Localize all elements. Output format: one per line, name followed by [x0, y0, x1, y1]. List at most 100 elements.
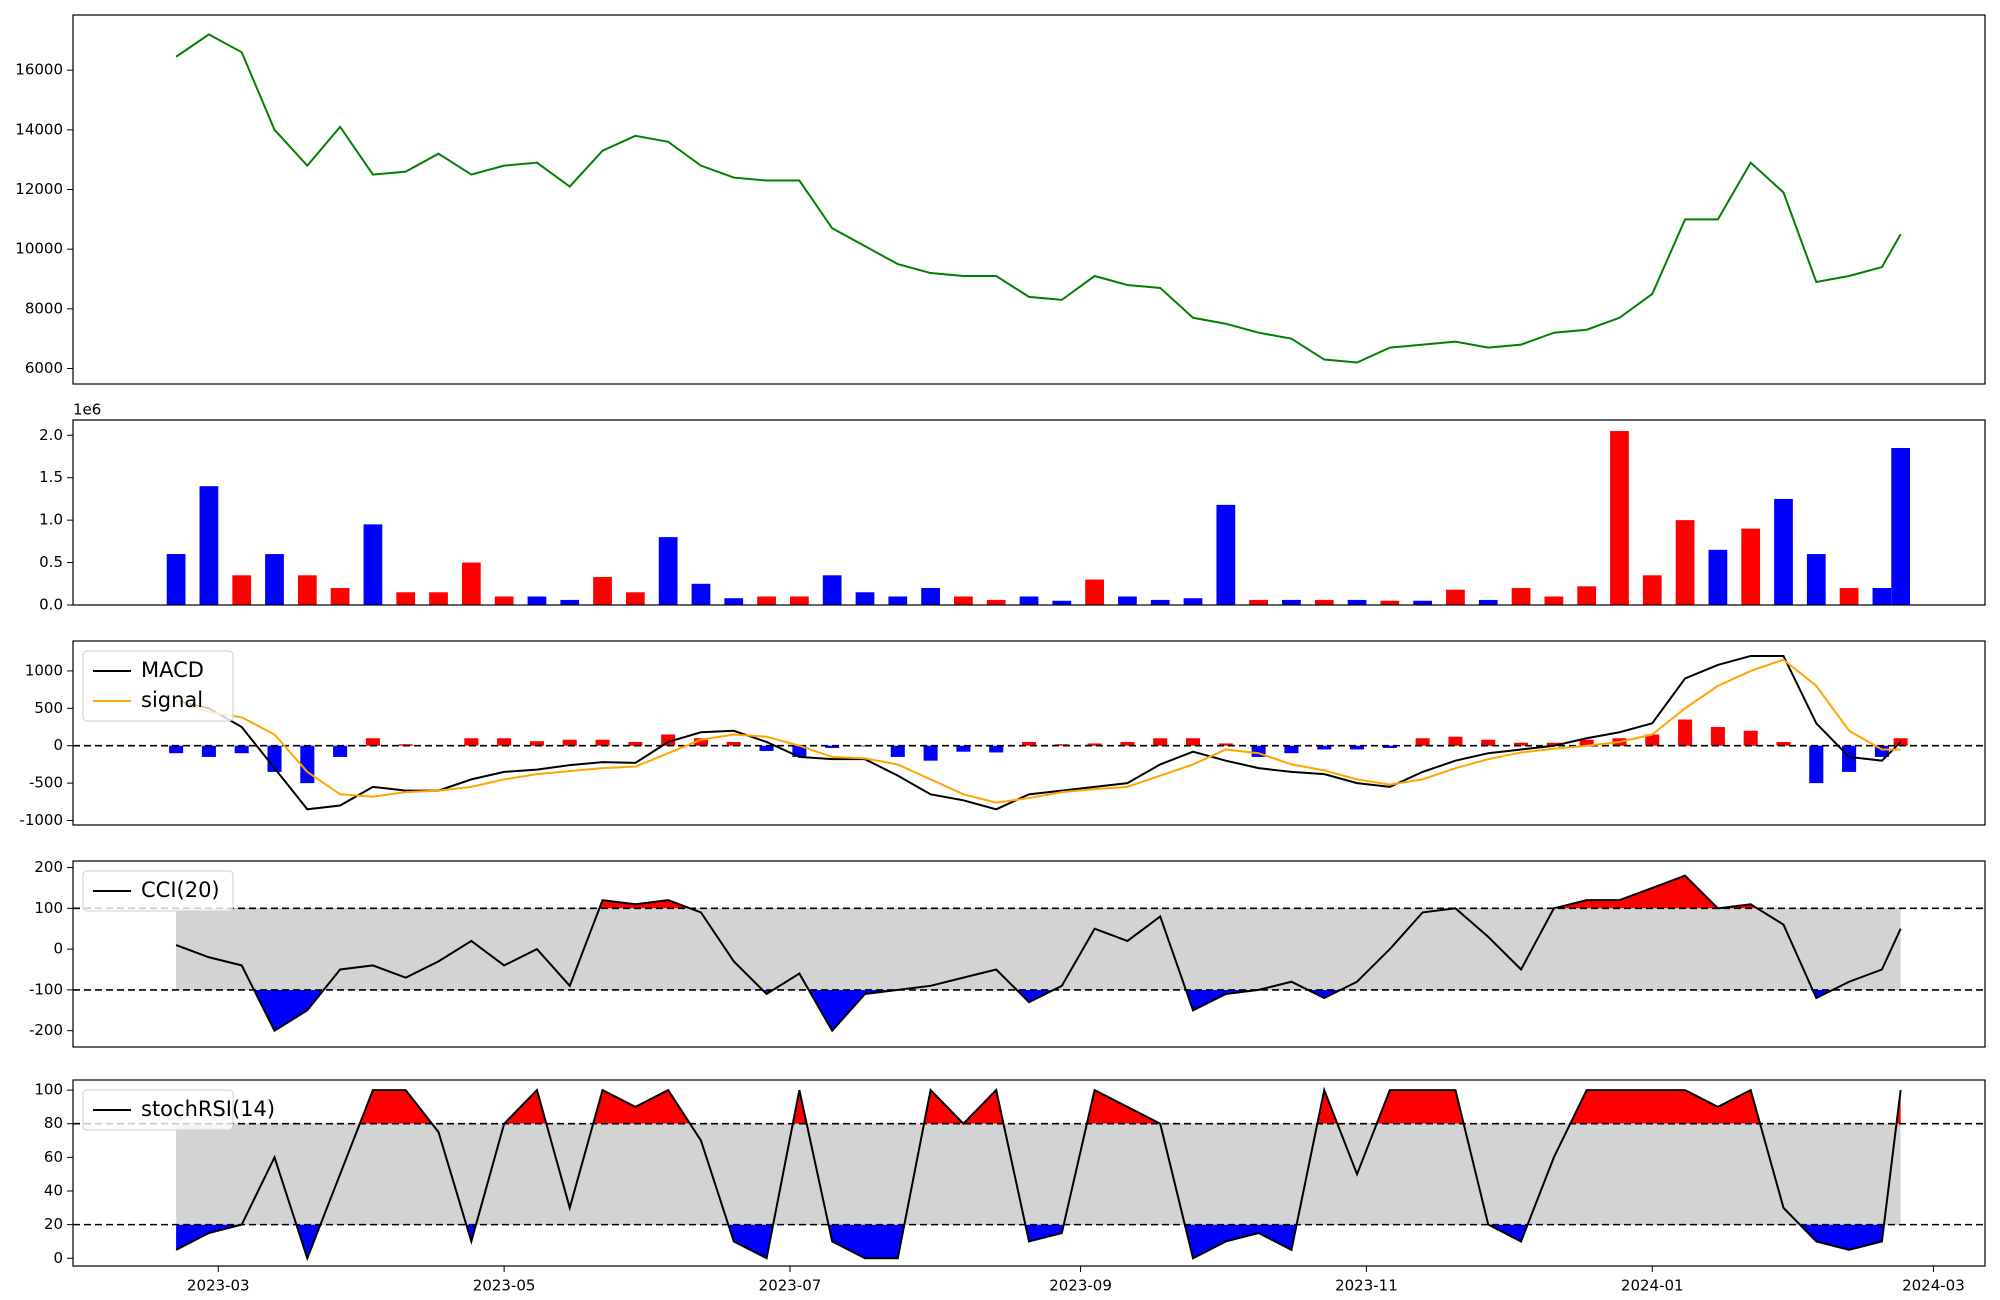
bar	[1446, 589, 1465, 605]
histogram-bar	[1251, 745, 1266, 757]
y-tick-label: 2.0	[39, 426, 63, 444]
bar	[166, 554, 186, 605]
bar	[888, 596, 908, 605]
bar	[461, 562, 481, 605]
bar	[1774, 498, 1793, 605]
bar	[1872, 588, 1892, 605]
histogram-bar	[1809, 745, 1824, 784]
bar	[1019, 596, 1039, 605]
y-tick-label: 14000	[15, 120, 63, 138]
plot-area	[73, 1086, 1985, 1262]
bar	[1347, 599, 1367, 605]
legend-label: CCI(20)	[141, 878, 220, 902]
y-tick-label: 1.5	[39, 468, 63, 486]
x-tick-label: 2023-03	[187, 1277, 250, 1295]
y-tick-label: 8000	[25, 299, 63, 317]
bar	[625, 592, 645, 605]
x-tick-label: 2024-01	[1621, 1277, 1684, 1295]
y-tick-label: 20	[44, 1215, 63, 1233]
bar	[790, 596, 809, 605]
x-tick-label: 2023-09	[1049, 1277, 1112, 1295]
offset-text: 1e6	[73, 401, 101, 419]
line	[175, 33, 1902, 364]
histogram-bar	[1153, 738, 1168, 746]
histogram-bar	[234, 745, 249, 754]
x-tick-label: 2023-05	[473, 1277, 536, 1295]
histogram-bar	[1415, 738, 1430, 746]
histogram-bar	[1546, 742, 1561, 746]
plot-area	[166, 431, 1911, 605]
extreme-fill	[176, 1224, 1901, 1259]
histogram-bar	[333, 745, 348, 757]
panel: 6000 8000 10000 12000 14000 16000	[15, 14, 1986, 385]
panel: 0.0 0.5 1.0 1.5 2.0 1e6	[39, 401, 1986, 614]
histogram-bar	[1710, 727, 1725, 746]
histogram-bar	[464, 738, 479, 746]
bar	[1708, 549, 1728, 605]
bar	[1380, 600, 1400, 605]
y-tick-label: 100	[34, 1081, 63, 1099]
histogram-bar	[1645, 734, 1660, 746]
histogram-bar	[628, 741, 643, 746]
y-tick-label: 0.5	[39, 553, 63, 571]
line	[175, 874, 1902, 1033]
bar	[855, 592, 875, 605]
plot-area	[73, 654, 1985, 811]
bar	[724, 598, 744, 605]
legend-label: MACD	[141, 658, 204, 682]
histogram-bar	[1054, 744, 1069, 746]
bar	[691, 583, 711, 605]
histogram-bar	[201, 745, 216, 757]
histogram-bar	[1284, 745, 1299, 754]
y-tick-label: -100	[29, 980, 63, 998]
y-tick-label: -1000	[19, 811, 63, 829]
bar	[494, 596, 514, 605]
histogram-bar	[169, 745, 184, 754]
histogram-bar	[1087, 743, 1102, 746]
frame	[72, 860, 1986, 1048]
bar	[822, 575, 842, 605]
panel: -200 -100 0 100 200 CCI(20)	[29, 858, 1986, 1048]
bar	[1577, 586, 1597, 605]
histogram-bar	[759, 745, 774, 751]
extreme-fill	[359, 1090, 1901, 1124]
y-tick-label: -500	[29, 774, 63, 792]
frame	[72, 14, 1986, 385]
y-tick-label: 40	[44, 1181, 63, 1199]
bar	[1118, 596, 1137, 605]
histogram-bar	[825, 745, 840, 748]
legend-box	[82, 870, 234, 912]
bar	[986, 599, 1006, 605]
bar	[1610, 431, 1629, 605]
bar	[1413, 600, 1433, 605]
y-tick-label: 0	[53, 1249, 63, 1267]
y-tick-label: 200	[34, 858, 63, 876]
histogram-bar	[956, 745, 971, 752]
bar	[1741, 528, 1761, 605]
band-fill	[176, 908, 1901, 990]
bar	[363, 524, 383, 605]
histogram-bar	[857, 745, 873, 747]
line	[175, 658, 1901, 804]
legend-label: stochRSI(14)	[141, 1097, 275, 1121]
y-tick-label: 0.0	[39, 596, 63, 614]
histogram-bar	[1514, 742, 1529, 746]
histogram-bar	[595, 739, 610, 746]
bar	[1544, 596, 1564, 605]
histogram-bar	[300, 745, 315, 784]
histogram-bar	[562, 739, 577, 746]
histogram-bar	[1776, 741, 1791, 746]
plot-area	[73, 874, 1985, 1033]
histogram-bar	[1743, 730, 1758, 746]
bar	[1282, 599, 1301, 605]
bar	[1085, 579, 1104, 605]
histogram-bar	[1678, 719, 1693, 746]
histogram-bar	[792, 745, 807, 757]
histogram-bar	[1579, 739, 1594, 746]
y-tick-label: -200	[29, 1021, 63, 1039]
bar	[1052, 600, 1072, 605]
histogram-bar	[1350, 745, 1365, 750]
bar	[1249, 599, 1268, 605]
frame	[72, 1079, 1986, 1267]
